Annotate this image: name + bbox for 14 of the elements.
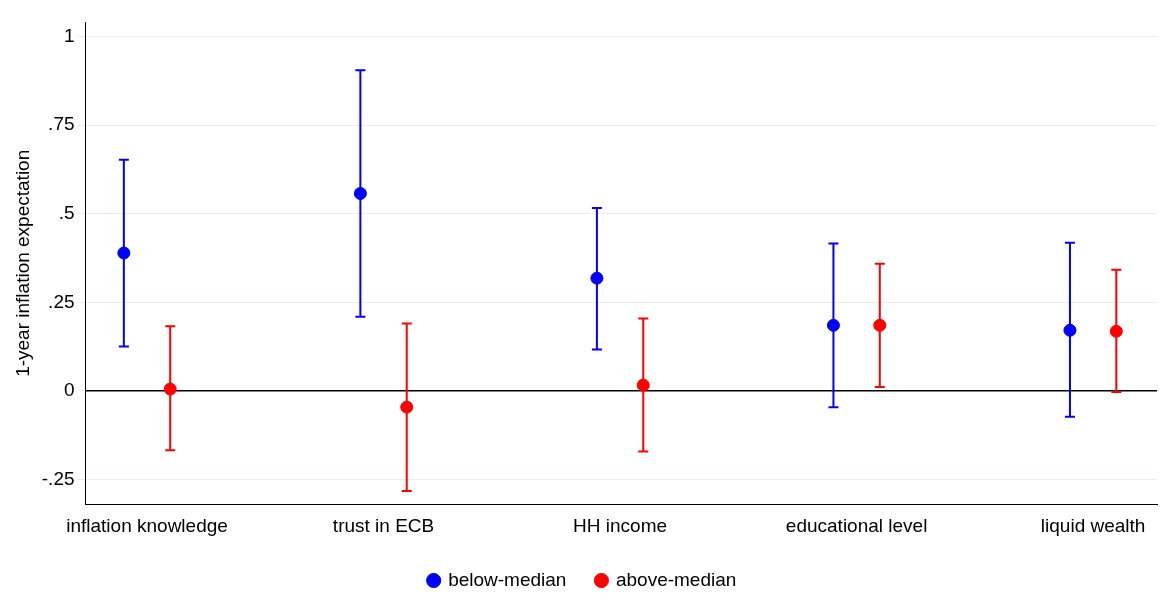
y-tick-label: .5 xyxy=(58,201,75,223)
y-tick-label: -.25 xyxy=(41,467,75,489)
y-axis-title: 1-year inflation expectation xyxy=(11,149,33,377)
x-tick-label: liquid wealth xyxy=(1040,514,1146,536)
y-tick-label: 1 xyxy=(63,24,75,46)
y-tick-label: .25 xyxy=(48,290,75,312)
legend-label: below-median xyxy=(448,568,567,590)
x-tick-label: HH income xyxy=(573,514,668,536)
y-tick-label: 0 xyxy=(63,379,75,401)
x-tick-label: inflation knowledge xyxy=(66,514,228,536)
x-tick-label: educational level xyxy=(785,514,928,536)
legend-label: above-median xyxy=(615,568,737,590)
y-tick-label: .75 xyxy=(48,113,75,135)
x-tick-label: trust in ECB xyxy=(332,514,435,536)
